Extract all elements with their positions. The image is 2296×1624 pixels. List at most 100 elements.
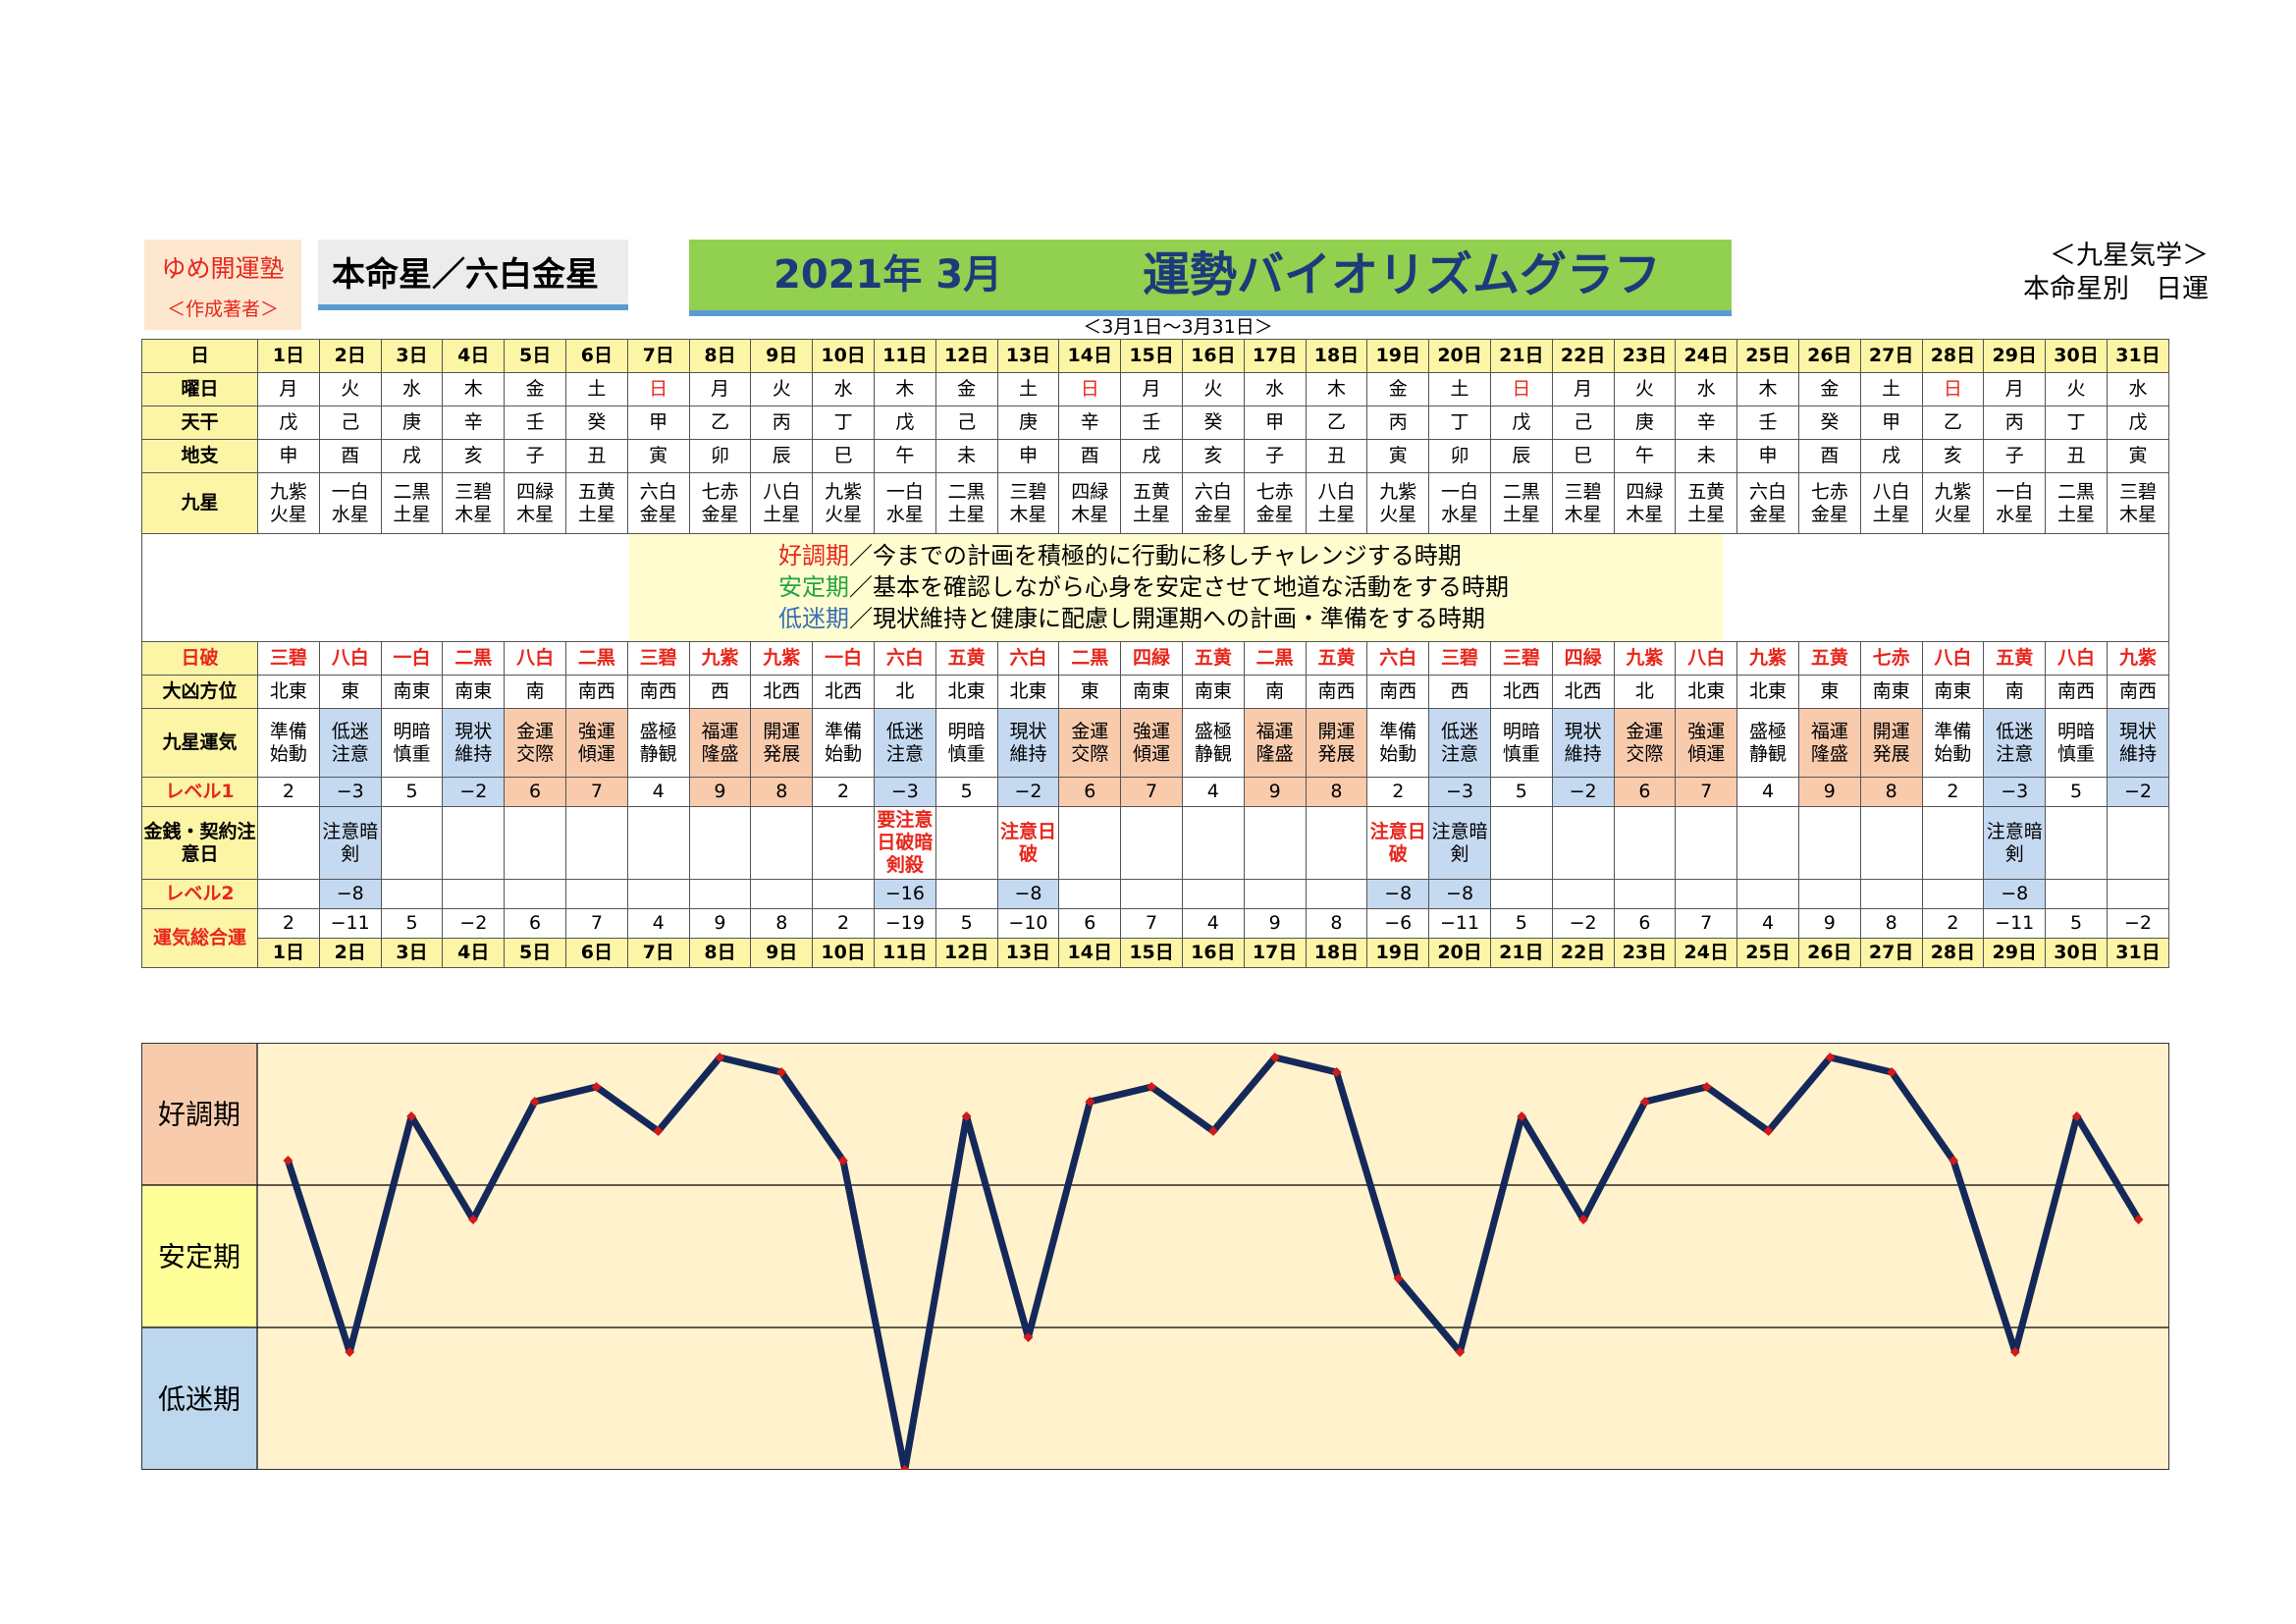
unki-line2: 隆盛 [1810,742,1848,765]
chishi-cell: 亥 [442,439,506,473]
unki-cell: 低迷 注意 [873,708,936,778]
level2-cell [257,879,320,909]
level2-cell [1736,879,1799,909]
kyusei-line1: 七赤 [1255,480,1294,503]
unki-cell: 強運 傾運 [564,708,628,778]
level1-cell: 7 [1120,777,1183,807]
tenkan-cell: 壬 [1120,406,1183,440]
weekday-cell: 日 [1921,372,1985,406]
nippa-cell: 五黄 [1983,641,2047,676]
sogo-cell: 2 [1921,908,1985,939]
chishi-cell: 丑 [564,439,628,473]
tenkan-cell: 丙 [750,406,814,440]
unki-line2: 注意 [331,742,369,765]
weekday-cell: 水 [380,372,444,406]
data-point-2 [345,1347,355,1357]
chishi-cell: 午 [873,439,936,473]
honmei-label: 本命星／六白金星 [318,240,628,310]
kyusei-cell: 三碧 木星 [2106,472,2170,534]
kyusei-line1: 三碧 [454,480,493,503]
unki-line2: 維持 [454,742,493,765]
chishi-cell: 丑 [1305,439,1368,473]
day-cell: 15日 [1120,339,1183,373]
kinsen-cell [2106,806,2170,880]
unki-cell: 現状 維持 [2106,708,2170,778]
legend-line: 好調期／今までの計画を積極的に行動に移しチャレンジする時期 [778,540,1723,571]
chishi-cell: 申 [996,439,1060,473]
day-cell-bottom: 25日 [1736,938,1799,968]
daikyo-cell: 北 [873,675,936,709]
level1-cell: −2 [1551,777,1615,807]
day-cell: 11日 [873,339,936,373]
kyusei-cell: 五黄 土星 [564,472,628,534]
day-cell-bottom: 16日 [1181,938,1245,968]
kyusei-line2: 火星 [1379,503,1417,525]
nippa-cell: 九紫 [1736,641,1799,676]
unki-cell: 開運 発展 [1859,708,1923,778]
nippa-cell: 六白 [873,641,936,676]
data-point-24 [1701,1082,1712,1092]
kyusei-cell: 八白 土星 [750,472,814,534]
kyusei-line2: 金星 [1810,503,1848,525]
chishi-cell: 寅 [2106,439,2170,473]
unki-cell: 準備 始動 [1921,708,1985,778]
chishi-cell: 酉 [1058,439,1122,473]
unki-cell: 明暗 慎重 [1489,708,1553,778]
unki-line1: 福運 [1810,720,1848,742]
day-cell: 25日 [1736,339,1799,373]
unki-cell: 強運 傾運 [1675,708,1738,778]
row-label-level1: レベル1 [141,777,258,807]
kyusei-line1: ＜九星気学＞ [2050,241,2209,271]
unki-line1: 明暗 [393,720,431,742]
day-cell-bottom: 8日 [688,938,752,968]
tenkan-cell: 乙 [1921,406,1985,440]
daikyo-cell: 南東 [442,675,506,709]
data-point-25 [1763,1126,1774,1136]
legend-term: 好調期 [778,542,849,569]
tenkan-cell: 戊 [1489,406,1553,440]
nippa-cell: 二黒 [1243,641,1307,676]
kyusei-line1: 一白 [1996,480,2034,503]
nippa-cell: 九紫 [1613,641,1677,676]
daikyo-cell: 南 [1243,675,1307,709]
kyusei-line1: 九紫 [1379,480,1417,503]
level2-cell [626,879,690,909]
tenkan-cell: 丁 [2045,406,2108,440]
weekday-cell: 火 [2045,372,2108,406]
unki-line2: 注意 [885,742,924,765]
chishi-cell: 酉 [1797,439,1861,473]
unki-cell: 準備 始動 [1366,708,1430,778]
unki-line2: 発展 [1317,742,1356,765]
unki-line1: 低迷 [885,720,924,742]
row-label-chishi: 地支 [141,439,258,473]
kyusei-cell: 二黒 土星 [1489,472,1553,534]
chishi-cell: 卯 [1428,439,1491,473]
weekday-cell: 火 [750,372,814,406]
row-label-tenkan: 天干 [141,406,258,440]
kyusei-cell: 一白 水星 [1428,472,1491,534]
kyusei-line2: 土星 [763,503,801,525]
daikyo-cell: 南西 [564,675,628,709]
kinsen-cell: 要注意日破暗剣殺 [873,806,936,880]
nippa-cell: 八白 [504,641,566,676]
kyusei-line2: 木星 [2118,503,2157,525]
level1-cell: 4 [1181,777,1245,807]
kinsen-cell [626,806,690,880]
day-cell: 8日 [688,339,752,373]
sogo-cell: −11 [318,908,382,939]
data-point-21 [1517,1111,1527,1121]
nippa-cell: 六白 [996,641,1060,676]
level1-cell: 8 [750,777,814,807]
row-label-day: 日 [141,339,258,373]
legend-row: 好調期／今までの計画を積極的に行動に移しチャレンジする時期 安定期／基本を確認しな… [141,533,2169,642]
data-point-9 [776,1067,787,1077]
kinsen-cell [1058,806,1122,880]
kyusei-cell: 七赤 金星 [1797,472,1861,534]
tenkan-cell: 甲 [626,406,690,440]
weekday-cell: 火 [1181,372,1245,406]
kyusei-line2: 水星 [1996,503,2034,525]
day-cell: 5日 [504,339,566,373]
date-range: ＜3月1日～3月31日＞ [1083,316,1273,338]
tenkan-cell: 壬 [504,406,566,440]
weekday-cell: 日 [1058,372,1122,406]
